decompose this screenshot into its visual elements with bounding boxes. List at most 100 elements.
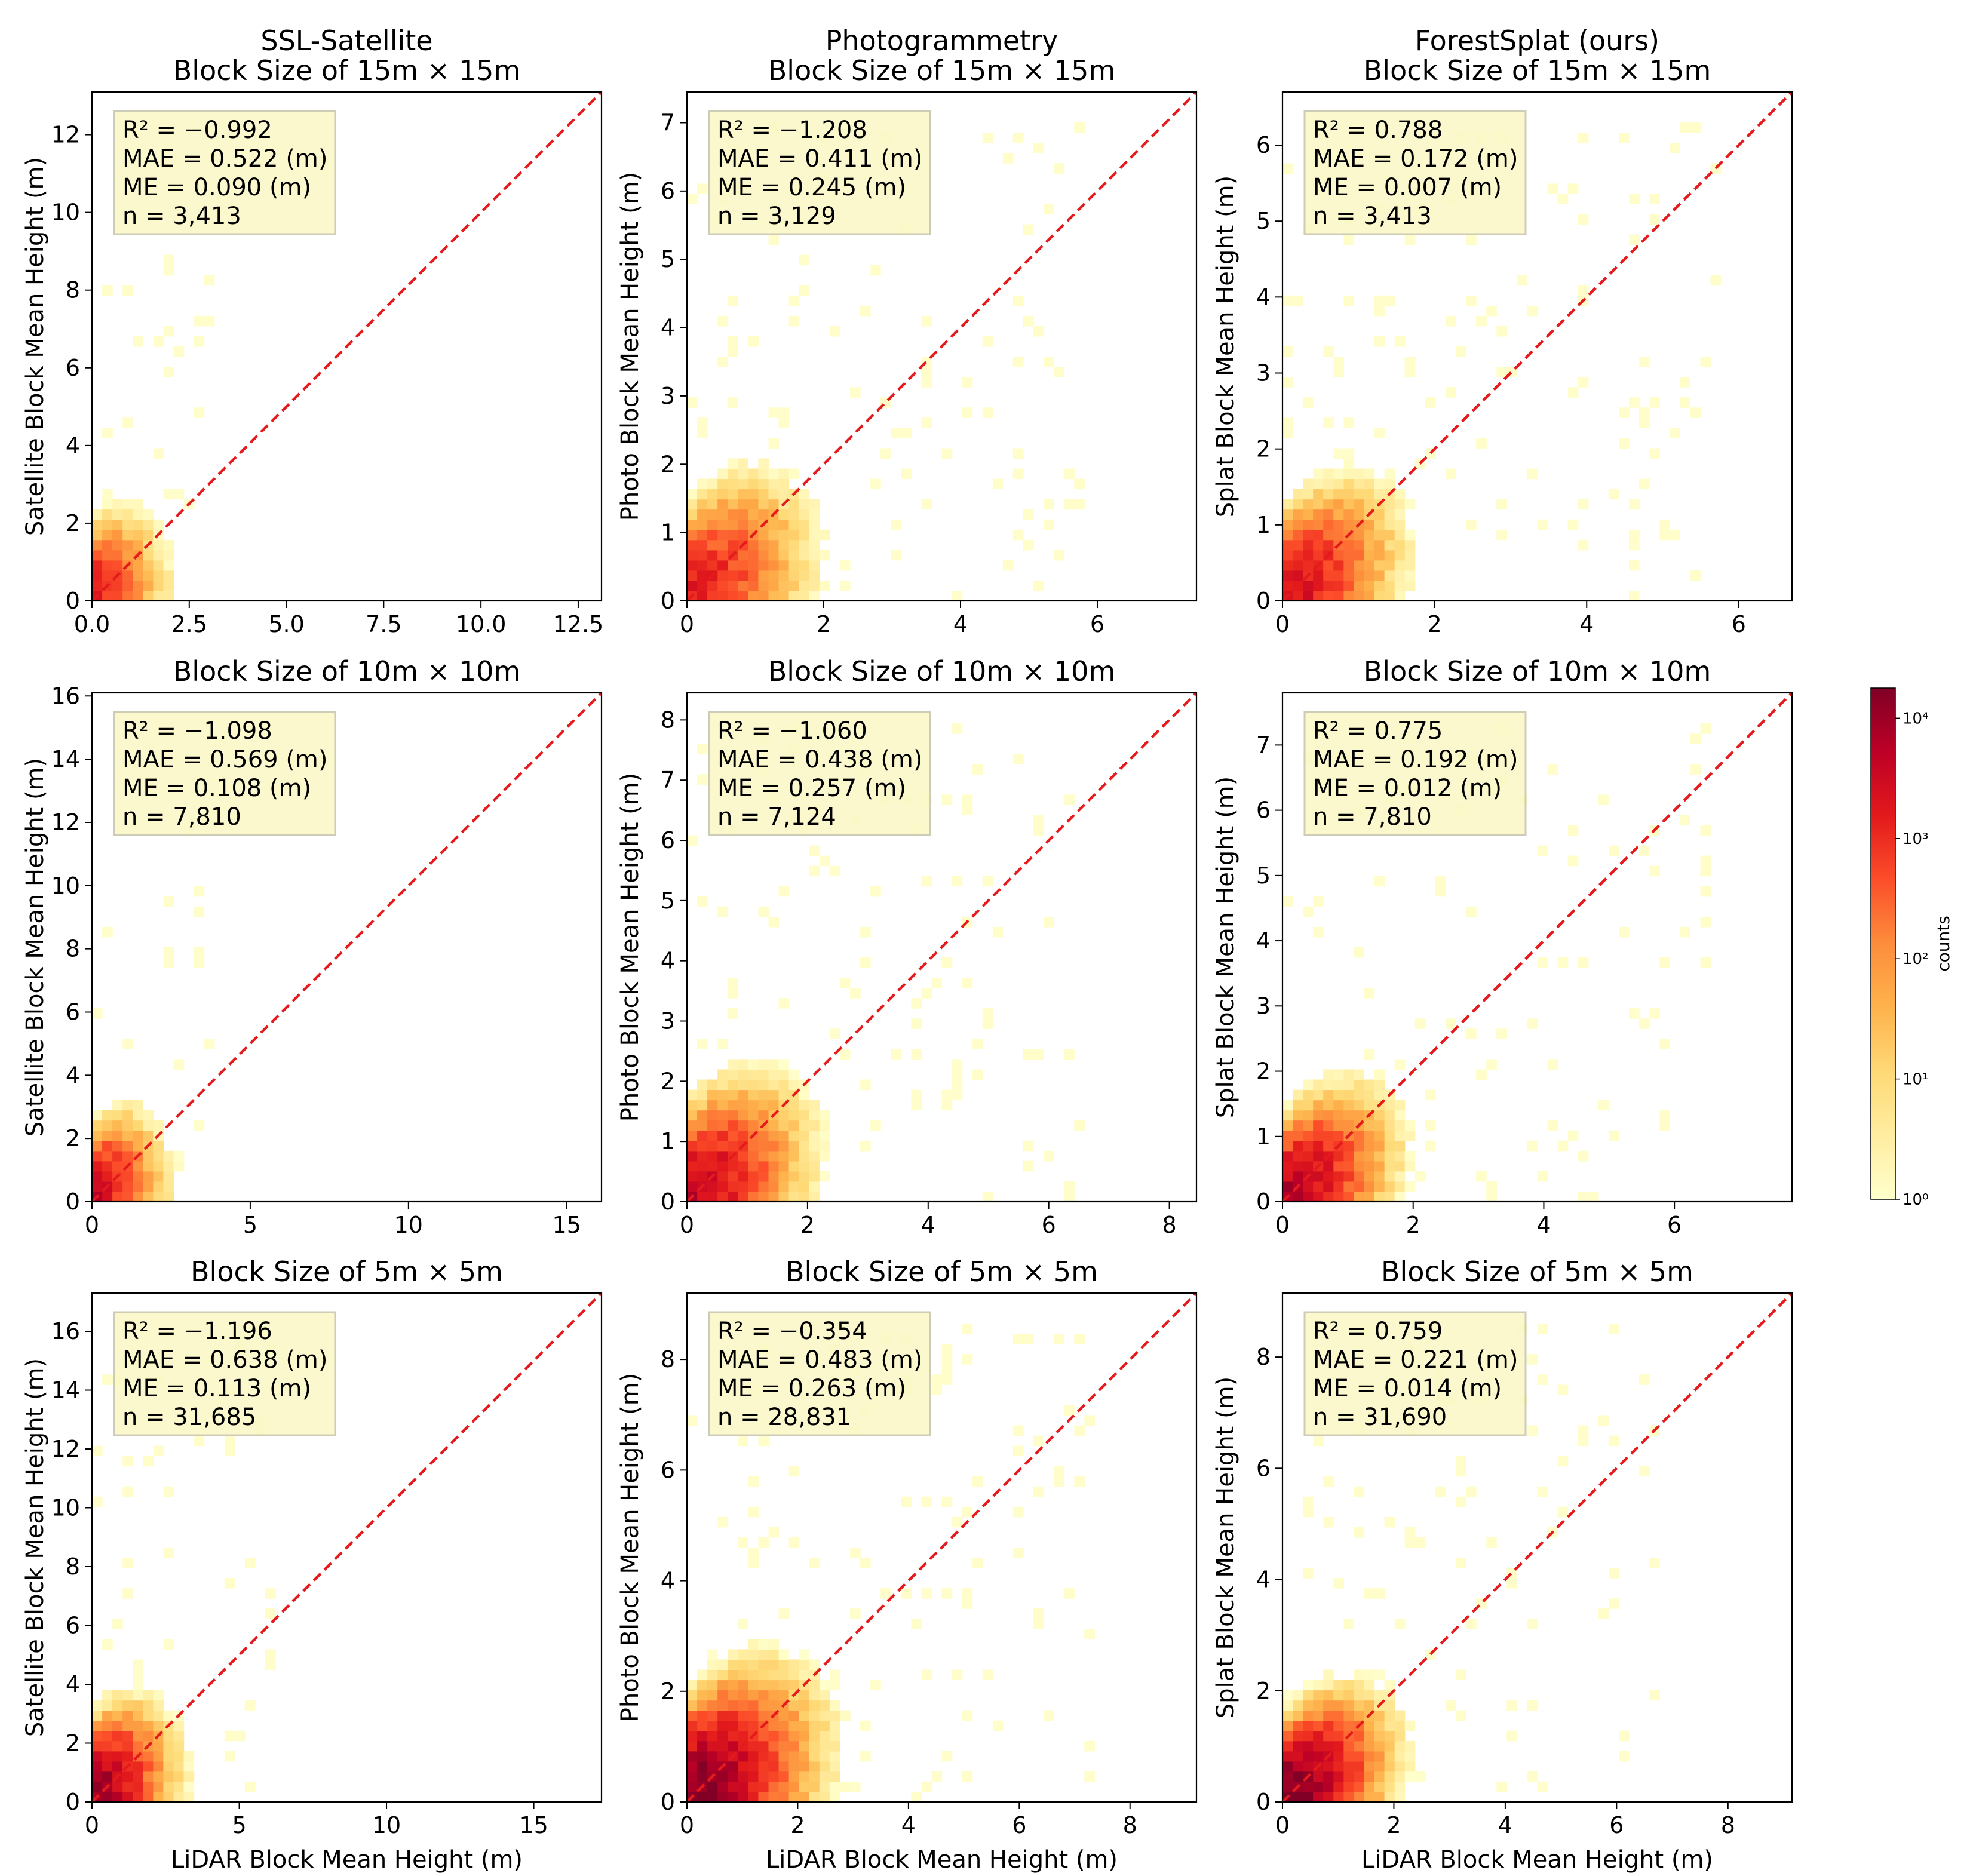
hist-bin <box>758 458 769 469</box>
hist-bin <box>717 591 728 601</box>
hist-bin <box>1293 509 1303 520</box>
hist-bin <box>1659 519 1670 530</box>
hist-bin <box>1033 326 1044 337</box>
hist-bin <box>1333 1160 1344 1172</box>
hist-bin <box>758 1059 769 1070</box>
hist-bin <box>728 1008 738 1019</box>
hist-bin <box>758 549 769 561</box>
hist-bin <box>1012 1548 1024 1558</box>
hist-bin <box>1384 1150 1395 1162</box>
hist-bin <box>687 194 698 204</box>
hist-bin <box>921 1669 932 1681</box>
hist-bin <box>1343 1740 1355 1752</box>
hist-bin <box>1394 1740 1406 1752</box>
hist-bin <box>1054 367 1064 377</box>
hist-bin <box>112 1140 123 1152</box>
hist-bin <box>697 478 708 490</box>
hist-bin <box>1374 549 1385 561</box>
identity-line <box>687 693 1196 1202</box>
hist-bin <box>829 865 840 877</box>
hist-bin <box>1333 1069 1344 1080</box>
hist-bin <box>1414 1171 1426 1182</box>
hist-bin <box>122 1486 133 1497</box>
hist-bin <box>122 1792 133 1802</box>
hist-bin <box>153 1720 164 1731</box>
axes-frame <box>91 692 603 1203</box>
hist-bin <box>1527 1700 1538 1711</box>
hist-bin <box>707 1110 718 1121</box>
hist-bin <box>1394 489 1406 500</box>
hist-bin <box>133 1730 143 1742</box>
hist-bin <box>758 580 769 591</box>
panel-title: ForestSplat (ours) <box>1415 24 1659 57</box>
hist-bin <box>153 1192 164 1202</box>
hist-bin <box>1414 1018 1426 1029</box>
hist-bin <box>1313 1435 1324 1447</box>
hist-bin <box>941 448 953 459</box>
hist-bin <box>687 489 698 500</box>
hist-bin <box>92 1160 103 1172</box>
hist-bin <box>687 519 698 530</box>
hist-bin <box>224 1578 235 1589</box>
hist-bin <box>1303 1792 1314 1802</box>
hist-bin <box>1394 1110 1406 1121</box>
hist-bin <box>1466 1028 1477 1039</box>
hist-bin <box>738 1690 748 1701</box>
hist-bin <box>92 570 103 581</box>
hist-bin <box>1629 194 1640 204</box>
hist-bin <box>1354 539 1365 551</box>
hist-bin <box>707 1792 718 1802</box>
hist-bin <box>717 519 728 530</box>
hist-bin <box>1303 1160 1314 1172</box>
hist-bin <box>1354 549 1365 561</box>
hist-bin <box>102 549 113 561</box>
hist-bin <box>941 1496 953 1507</box>
hist-bin <box>1354 1069 1365 1080</box>
hist-bin <box>809 1140 820 1152</box>
hist-bin <box>819 1792 830 1802</box>
hist-bin <box>1303 549 1314 561</box>
hist-bin <box>173 1751 185 1762</box>
hist-bin <box>1364 1588 1375 1599</box>
hist-bin <box>839 580 851 591</box>
hist-bin <box>102 1374 113 1385</box>
hist-bin <box>122 549 133 561</box>
hist-bin <box>1012 1506 1024 1518</box>
hist-bin <box>1044 204 1054 214</box>
hist-bin <box>234 1730 246 1742</box>
hist-bin <box>1527 1771 1538 1782</box>
hist-bin <box>687 1781 698 1792</box>
hist-bin <box>697 499 708 510</box>
hist-bin <box>901 468 912 480</box>
hist-bin <box>1343 1079 1355 1091</box>
hist-bin <box>1343 458 1355 469</box>
hist-bin <box>1404 1720 1416 1731</box>
hist-bin <box>92 1700 103 1711</box>
hist-bin <box>1394 1792 1406 1802</box>
hist-bin <box>952 591 963 601</box>
hist-bin <box>788 468 800 480</box>
hist-bin <box>768 1181 780 1192</box>
hist-bin <box>102 489 113 500</box>
hist-bin <box>1084 1740 1095 1752</box>
hist-bin <box>163 591 174 601</box>
hist-bin <box>1354 468 1365 480</box>
hist-bin <box>163 254 174 266</box>
hist-bin <box>1394 591 1406 601</box>
hist-bin <box>768 549 780 561</box>
hist-bin <box>122 1771 133 1782</box>
hist-bin <box>1354 1486 1365 1497</box>
hist-bin <box>911 1089 922 1101</box>
hist-bin <box>962 1771 973 1782</box>
hist-bin <box>707 1720 718 1731</box>
hist-bin <box>717 1039 728 1049</box>
hist-bin <box>982 407 993 418</box>
hist-bin <box>1002 153 1014 164</box>
hist-bin <box>1354 591 1365 601</box>
hist-bin <box>799 1130 810 1141</box>
hist-bin <box>1364 1730 1375 1742</box>
panel-title: Block Size of 10m × 10m <box>173 655 521 687</box>
hist-bin <box>1282 1160 1293 1172</box>
hist-bin <box>143 509 154 520</box>
